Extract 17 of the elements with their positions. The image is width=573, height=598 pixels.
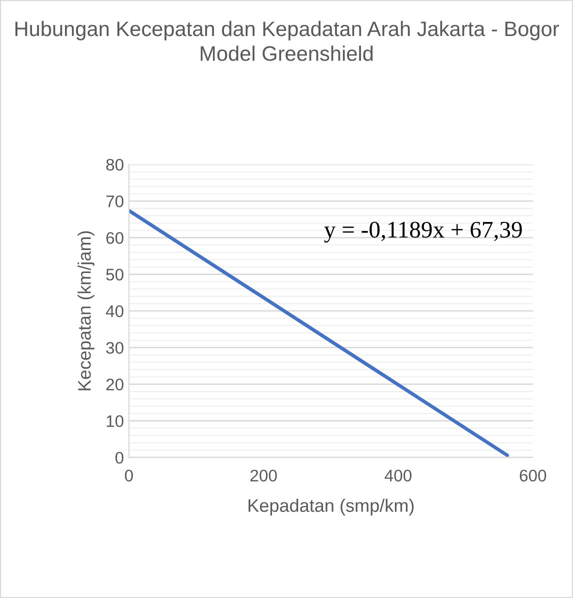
- x-axis-title: Kepadatan (smp/km): [248, 498, 414, 516]
- y-axis-title: Kecepatan (km/jam): [78, 231, 94, 390]
- x-tick-label: 0: [124, 470, 133, 482]
- x-tick-label: 600: [520, 470, 546, 482]
- y-tick-label: 10: [106, 415, 124, 428]
- x-tick-label: 200: [250, 470, 277, 482]
- x-tick-label: 400: [384, 470, 412, 482]
- y-tick-label: 0: [115, 452, 124, 464]
- y-tick-label: 60: [106, 232, 124, 244]
- y-tick-label: 70: [106, 195, 124, 208]
- annotation: y = -0,1189x + 67,39: [324, 222, 522, 243]
- y-tick-label: 40: [106, 305, 124, 318]
- y-tick-label: 50: [106, 268, 124, 281]
- chart-title: Hubungan Kecepatan dan Kepadatan Arah Jakarta - Bogor Model Greenshield: [15, 20, 559, 61]
- y-tick-label: 20: [106, 378, 124, 390]
- y-tick-label: 30: [106, 342, 124, 354]
- y-tick-label: 80: [106, 158, 124, 171]
